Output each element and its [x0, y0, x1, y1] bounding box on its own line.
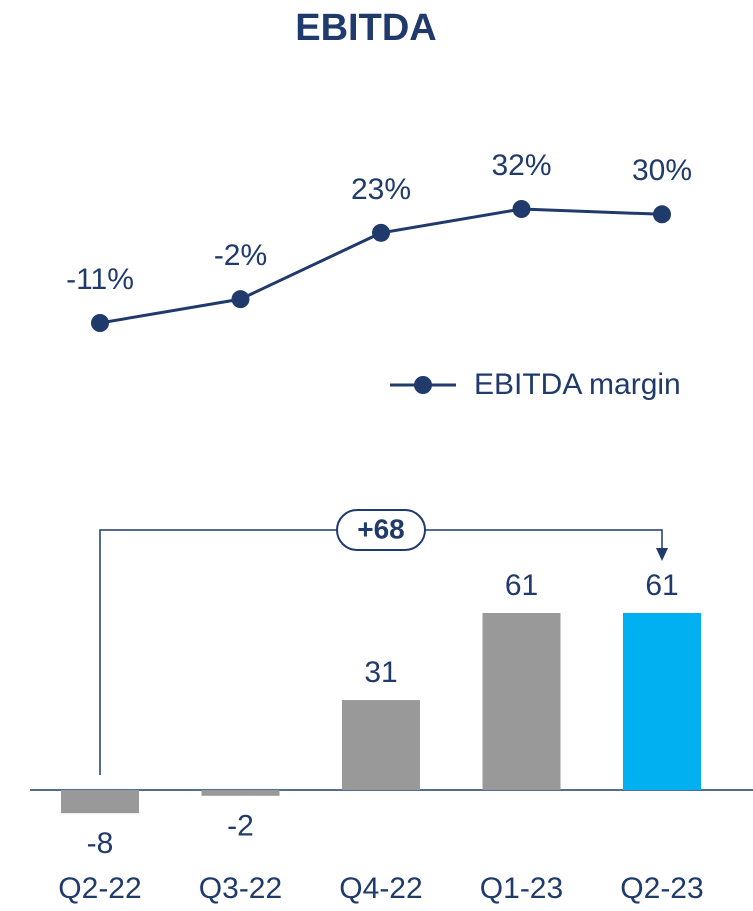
margin-point — [231, 290, 250, 309]
x-tick-label: Q2-22 — [58, 872, 141, 905]
x-tick-label: Q3-22 — [199, 872, 282, 905]
data-label: -2% — [214, 239, 267, 272]
data-label: -8 — [87, 827, 114, 860]
data-label: -2 — [227, 810, 254, 843]
margin-point — [372, 223, 390, 242]
bar — [342, 700, 420, 790]
annotation-box — [336, 509, 426, 551]
margin-point — [512, 200, 531, 218]
chart-title: EBITDA — [295, 7, 436, 49]
data-label: 61 — [645, 569, 678, 602]
data-label: -11% — [66, 263, 134, 296]
bar — [623, 613, 701, 790]
x-tick-label: Q4-22 — [339, 872, 422, 905]
bar — [61, 790, 139, 814]
x-tick-label: Q2-23 — [620, 872, 703, 905]
data-label: 23% — [351, 173, 411, 206]
margin-point — [653, 205, 671, 224]
x-tick-label: Q1-23 — [480, 872, 563, 905]
bar — [482, 613, 561, 790]
margin-point — [91, 314, 109, 332]
data-label: 32% — [491, 149, 551, 182]
bracket-arrow — [656, 548, 668, 561]
legend-marker — [414, 376, 432, 394]
data-label: 31 — [364, 656, 397, 689]
data-label: 30% — [632, 154, 692, 187]
annotation: +68 — [357, 513, 405, 544]
legend-label: EBITDA margin — [474, 368, 681, 401]
bar — [201, 790, 280, 796]
data-label: 61 — [505, 569, 538, 602]
